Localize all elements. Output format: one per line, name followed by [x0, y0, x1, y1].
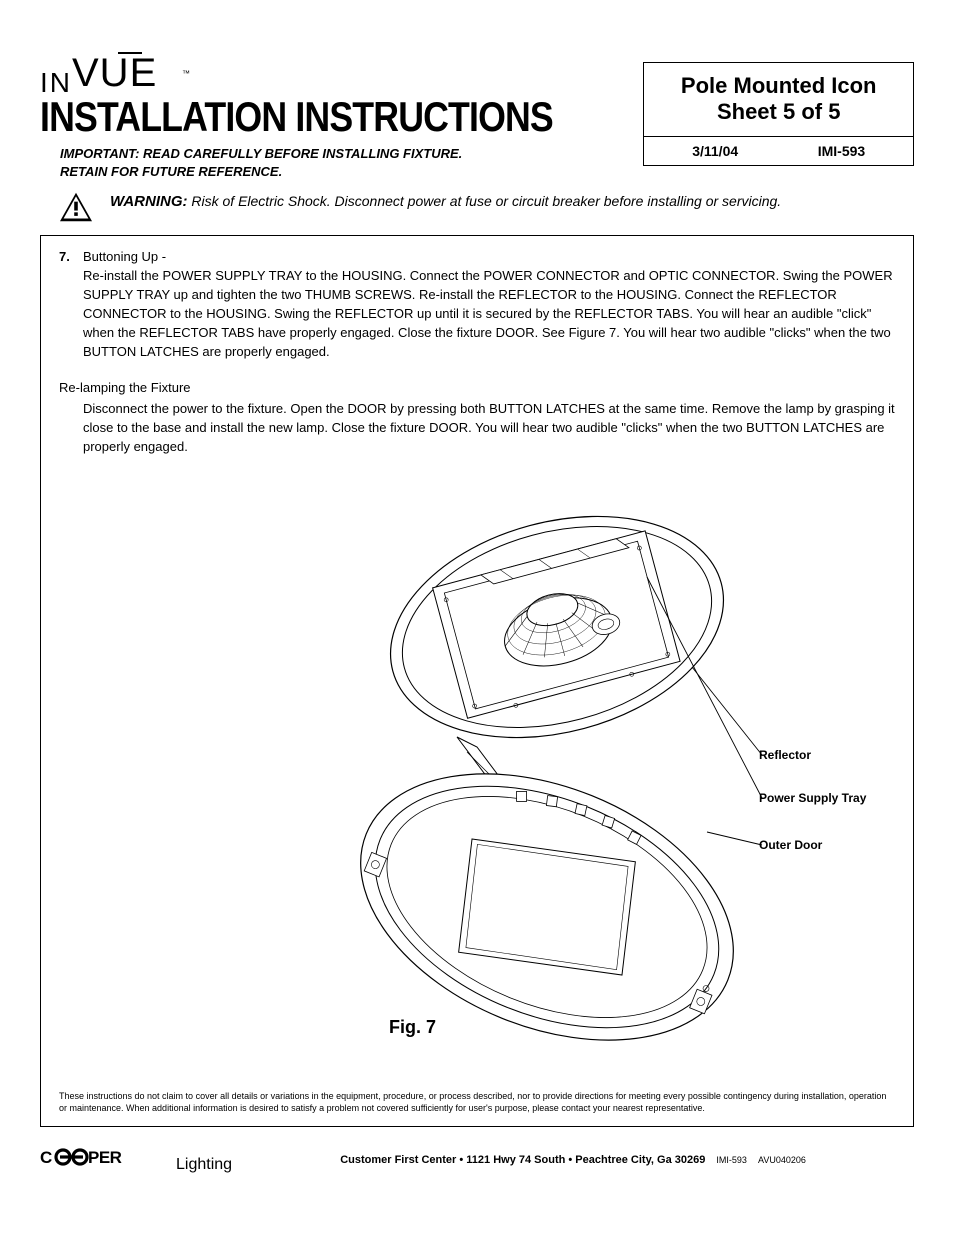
important-line1: IMPORTANT: READ CAREFULLY BEFORE INSTALL… — [60, 146, 462, 161]
infobox-code: IMI-593 — [818, 143, 865, 159]
callout-power-tray: Power Supply Tray — [759, 791, 866, 805]
info-box: Pole Mounted Icon Sheet 5 of 5 3/11/04 I… — [643, 62, 914, 166]
important-notice: IMPORTANT: READ CAREFULLY BEFORE INSTALL… — [60, 145, 643, 181]
warning-triangle-icon — [58, 191, 94, 223]
warning-text: WARNING: Risk of Electric Shock. Disconn… — [110, 191, 781, 212]
figure-caption: Fig. 7 — [389, 1017, 436, 1038]
main-title: INSTALLATION INSTRUCTIONS — [40, 93, 553, 141]
footer-code2: AVU040206 — [758, 1155, 806, 1165]
footer-row: C PER Lighting Customer First Center • 1… — [40, 1145, 914, 1174]
brand-vue-wrap: VUE — [72, 50, 182, 97]
warning-row: WARNING: Risk of Electric Shock. Disconn… — [58, 191, 914, 223]
info-box-top: Pole Mounted Icon Sheet 5 of 5 — [644, 63, 913, 137]
infobox-title1: Pole Mounted Icon — [681, 73, 877, 98]
callout-reflector: Reflector — [759, 748, 811, 762]
step-7-title: Buttoning Up - — [83, 249, 166, 264]
header-row: IN VUE ™ INSTALLATION INSTRUCTIONS IMPOR… — [40, 50, 914, 181]
vue-svg: VUE — [72, 50, 182, 92]
brand-logo: IN VUE ™ — [40, 50, 643, 99]
relamp-title: Re-lamping the Fixture — [59, 379, 895, 398]
footer-center: Customer First Center • 1121 Hwy 74 Sout… — [232, 1154, 914, 1166]
info-box-bottom: 3/11/04 IMI-593 — [644, 137, 913, 165]
step-7-body: Buttoning Up - Re-install the POWER SUPP… — [83, 248, 895, 361]
footer-lighting: Lighting — [176, 1156, 232, 1174]
important-line2: RETAIN FOR FUTURE REFERENCE. — [60, 164, 282, 179]
figure-7-svg — [67, 477, 887, 1067]
relamp-block: Re-lamping the Fixture Disconnect the po… — [59, 379, 895, 456]
content-box: 7. Buttoning Up - Re-install the POWER S… — [40, 235, 914, 1127]
infobox-title2: Sheet 5 of 5 — [717, 99, 840, 124]
footer-logo: C PER Lighting — [40, 1145, 232, 1174]
header-left: IN VUE ™ INSTALLATION INSTRUCTIONS IMPOR… — [40, 50, 643, 181]
step-7-text: Re-install the POWER SUPPLY TRAY to the … — [83, 268, 893, 358]
warning-label: WARNING: — [110, 193, 188, 210]
callout-outer-door: Outer Door — [759, 838, 822, 852]
svg-text:VUE: VUE — [72, 51, 157, 92]
svg-text:C: C — [40, 1148, 52, 1167]
step-7: 7. Buttoning Up - Re-install the POWER S… — [59, 248, 895, 361]
step-7-num: 7. — [59, 248, 77, 361]
brand-tm: ™ — [182, 69, 190, 78]
warning-risk: Risk of Electric Shock. Disconnect power… — [188, 193, 782, 209]
infobox-date: 3/11/04 — [692, 143, 738, 159]
cooper-logo-svg: C PER — [40, 1145, 170, 1169]
svg-text:PER: PER — [88, 1148, 122, 1167]
footer-address: Customer First Center • 1121 Hwy 74 Sout… — [340, 1154, 705, 1166]
relamp-body: Disconnect the power to the fixture. Ope… — [83, 400, 895, 457]
footer-code1: IMI-593 — [716, 1155, 747, 1165]
disclaimer: These instructions do not claim to cover… — [59, 1091, 895, 1114]
figure-area: Reflector Power Supply Tray Outer Door F… — [59, 477, 895, 1077]
